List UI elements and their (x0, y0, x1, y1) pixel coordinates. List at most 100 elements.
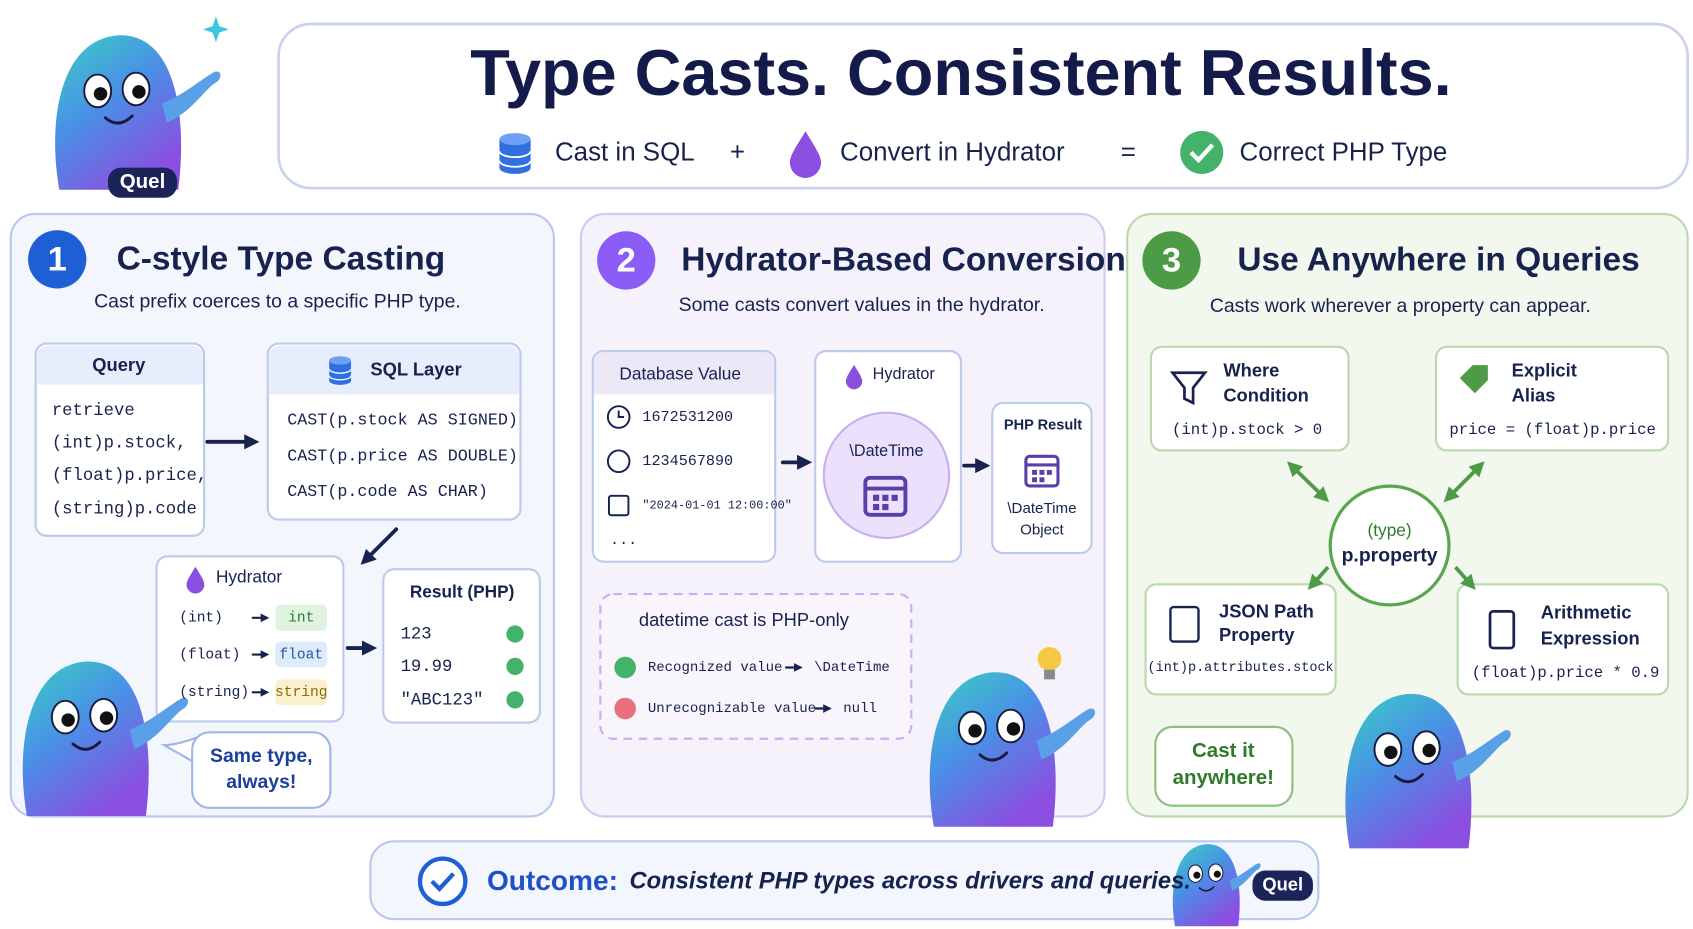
conversion-label: \DateTime (849, 442, 923, 460)
step-circle (1142, 231, 1201, 290)
bubble-text: anywhere! (1173, 766, 1274, 789)
conversion-circle (822, 411, 951, 540)
card-title: Explicit (1512, 359, 1577, 380)
card-title: JSON Path (1219, 600, 1314, 621)
filter-icon (1169, 371, 1208, 406)
code-line: CAST(p.price AS DOUBLE) (287, 447, 518, 466)
result-box (382, 568, 541, 724)
box-title: Result (PHP) (410, 582, 515, 602)
cast-to: string (275, 685, 327, 701)
cast-to: int (288, 611, 314, 627)
db-icon (328, 355, 352, 386)
bubble-text: Cast it (1192, 739, 1255, 762)
step-number: 3 (1162, 242, 1181, 280)
type-pill (275, 641, 328, 668)
result-value: 19.99 (401, 658, 453, 677)
code-line: CAST(p.stock AS SIGNED) (287, 412, 518, 431)
cast-from: (int) (179, 611, 223, 627)
db-value: 1234567890 (642, 452, 733, 470)
check-mark (430, 872, 456, 892)
badge (1252, 870, 1313, 901)
code-line: (int)p.stock, (52, 434, 187, 453)
row-icons (606, 405, 631, 517)
check-mark (1189, 143, 1215, 164)
badge-label: Quel (120, 170, 166, 193)
sparkle (202, 16, 229, 43)
box-title: SQL Layer (370, 358, 461, 379)
result-label: Object (1020, 521, 1064, 538)
outcome-text: Consistent PHP types across drivers and … (629, 868, 1190, 895)
card-title: Where (1223, 359, 1279, 380)
center-label: p.property (1342, 544, 1438, 566)
center-circle (1328, 484, 1451, 607)
panel-subtitle: Casts work wherever a property can appea… (1210, 295, 1591, 317)
card-title: Alias (1512, 384, 1556, 405)
mascot (53, 33, 222, 192)
equation-item: Correct PHP Type (1240, 138, 1448, 166)
error-icon (614, 697, 636, 720)
bulb (1037, 646, 1062, 680)
box-title: PHP Result (1004, 417, 1082, 433)
code-line: (string)p.code (52, 500, 197, 519)
connectors (1287, 461, 1485, 590)
box-header (593, 352, 775, 395)
db-box (591, 350, 777, 563)
tag-icon (1459, 365, 1488, 394)
badge (107, 167, 178, 198)
check-icon (1180, 130, 1224, 175)
center-label: (type) (1368, 520, 1412, 540)
check-icons (506, 625, 524, 709)
speech-bubble (1154, 725, 1294, 807)
step-circle (28, 230, 87, 289)
db-value: 1672531200 (642, 408, 733, 426)
card-title: Condition (1223, 384, 1309, 405)
card-title: Expression (1541, 627, 1640, 648)
panel-title: Hydrator-Based Conversion (681, 241, 1126, 278)
cast-from: (float) (179, 647, 240, 663)
panel-subtitle: Some casts convert values in the hydrato… (679, 294, 1045, 316)
card-code: (float)p.price * 0.9 (1472, 664, 1660, 682)
note-from: Unrecognizable value (648, 701, 816, 717)
db-icon (498, 132, 532, 176)
box-title: Hydrator (873, 365, 936, 383)
type-pill (275, 604, 328, 631)
note-from: Recognized value (648, 660, 783, 676)
result-label: \DateTime (1007, 500, 1076, 517)
result-value: "ABC123" (401, 691, 484, 710)
panel-title: C-style Type Casting (117, 240, 446, 277)
panel-subtitle: Cast prefix coerces to a specific PHP ty… (94, 291, 461, 313)
db-value: ... (610, 531, 637, 549)
box-title: Query (92, 354, 146, 375)
code-line: (float)p.price, (52, 467, 207, 486)
step-number: 2 (617, 242, 636, 280)
ok-icon (614, 656, 636, 679)
db-value: "2024-01-01 12:00:00" (642, 499, 791, 513)
panel-title: Use Anywhere in Queries (1237, 241, 1639, 278)
bubble-text: always! (226, 771, 296, 793)
header-box (277, 22, 1689, 190)
equation-item: = (1121, 138, 1136, 166)
query-box (34, 342, 206, 537)
step-circle (597, 231, 656, 290)
equation-item: Convert in Hydrator (840, 138, 1065, 166)
equation-item: Cast in SQL (555, 138, 695, 166)
note-title: datetime cast is PHP-only (639, 609, 850, 630)
footer-box (369, 840, 1320, 921)
card-title: Property (1219, 624, 1295, 645)
outcome-icon (417, 856, 468, 907)
result-value: 123 (401, 626, 432, 645)
outcome-label: Outcome: (487, 865, 618, 896)
note-to: null (843, 701, 877, 717)
card-code: (int)p.attributes.stock (1148, 661, 1334, 676)
card-code: (int)p.stock > 0 (1172, 421, 1322, 439)
box-header (36, 345, 203, 385)
calc-icon (1488, 609, 1516, 650)
speech-bubble (191, 731, 332, 809)
card (1144, 583, 1337, 696)
equation-item: + (730, 138, 745, 166)
card (1434, 345, 1670, 452)
box-title: Hydrator (216, 566, 282, 586)
type-pill (275, 679, 328, 706)
code-line: CAST(p.code AS CHAR) (287, 483, 488, 502)
